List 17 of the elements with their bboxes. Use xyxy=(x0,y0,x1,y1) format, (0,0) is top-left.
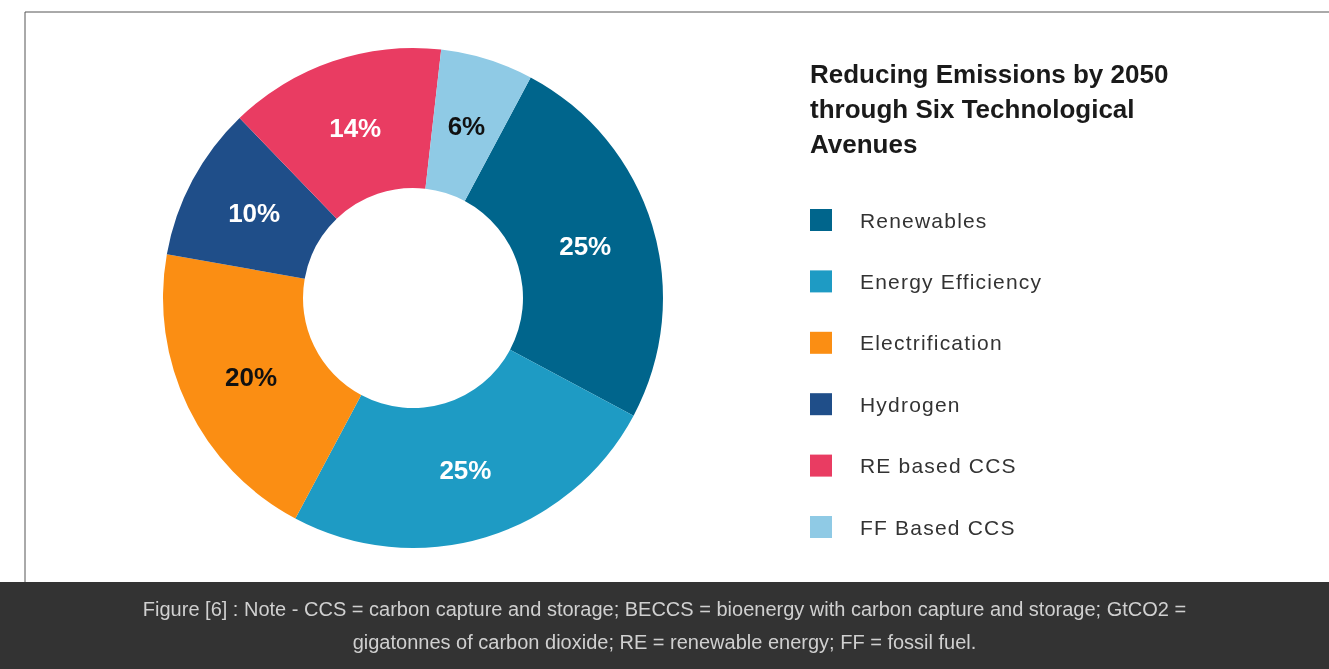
data-label: 25% xyxy=(559,230,612,261)
legend-label: Hydrogen xyxy=(860,392,961,416)
legend-label: Electrification xyxy=(860,331,1003,355)
data-label: 14% xyxy=(329,112,382,143)
legend-label: FF Based CCS xyxy=(860,515,1016,539)
donut-slice xyxy=(425,49,531,201)
text: Reducing Emissions by 2050 through Six Technological Avenues xyxy=(810,59,1169,159)
legend-label: RE based CCS xyxy=(860,454,1017,478)
legend-label: Renewables xyxy=(860,208,988,232)
data-label: 20% xyxy=(225,361,278,392)
donut-slice xyxy=(163,254,362,519)
data-label: 25% xyxy=(439,455,492,486)
legend-label: Energy Efficiency xyxy=(860,269,1043,293)
data-label: 10% xyxy=(228,198,281,229)
text: Figure [6] : Note - CCS = carbon capture and storage; BECCS = bioenergy with carbon capture and storage; GtCO2 = gigatonnes of carbon dioxide; RE = renewable energy; FF = fossil fuel. xyxy=(141,596,1188,655)
donut-slice xyxy=(295,349,634,548)
data-label: 6% xyxy=(447,111,486,142)
